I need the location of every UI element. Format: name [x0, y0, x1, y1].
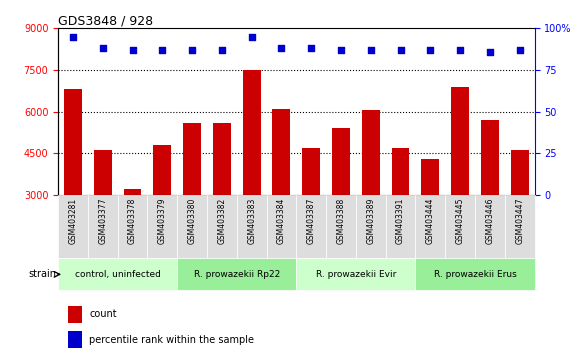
- FancyBboxPatch shape: [237, 195, 267, 258]
- Point: [157, 47, 167, 53]
- Text: R. prowazekii Rp22: R. prowazekii Rp22: [193, 270, 280, 279]
- FancyBboxPatch shape: [177, 195, 207, 258]
- Text: GSM403389: GSM403389: [366, 198, 375, 244]
- Bar: [362, 110, 379, 278]
- Bar: [481, 120, 498, 278]
- Point: [277, 45, 286, 51]
- FancyBboxPatch shape: [475, 195, 505, 258]
- FancyBboxPatch shape: [445, 195, 475, 258]
- Bar: [124, 189, 141, 278]
- Text: strain: strain: [28, 269, 56, 279]
- FancyBboxPatch shape: [117, 195, 148, 258]
- Text: GSM403377: GSM403377: [98, 198, 107, 244]
- Bar: [332, 128, 350, 278]
- FancyBboxPatch shape: [326, 195, 356, 258]
- Bar: [67, 306, 82, 323]
- Point: [217, 47, 227, 53]
- Point: [515, 47, 524, 53]
- Point: [426, 47, 435, 53]
- FancyBboxPatch shape: [207, 195, 237, 258]
- Text: GSM403378: GSM403378: [128, 198, 137, 244]
- Point: [485, 49, 494, 55]
- Text: GSM403387: GSM403387: [307, 198, 315, 244]
- Text: GSM403382: GSM403382: [217, 198, 227, 244]
- Point: [188, 47, 197, 53]
- FancyBboxPatch shape: [356, 195, 386, 258]
- Point: [128, 47, 137, 53]
- Point: [336, 47, 346, 53]
- Text: GSM403391: GSM403391: [396, 198, 405, 244]
- Text: GSM403445: GSM403445: [456, 198, 465, 244]
- Point: [366, 47, 375, 53]
- Text: GSM403380: GSM403380: [188, 198, 196, 244]
- Text: R. prowazekii Evir: R. prowazekii Evir: [315, 270, 396, 279]
- Point: [307, 45, 316, 51]
- FancyBboxPatch shape: [415, 195, 445, 258]
- FancyBboxPatch shape: [505, 195, 535, 258]
- Bar: [94, 150, 112, 278]
- Point: [69, 34, 78, 40]
- FancyBboxPatch shape: [148, 195, 177, 258]
- Text: GSM403379: GSM403379: [158, 198, 167, 244]
- Bar: [511, 150, 529, 278]
- Bar: [67, 331, 82, 348]
- FancyBboxPatch shape: [296, 258, 415, 290]
- Text: GSM403281: GSM403281: [69, 198, 77, 244]
- FancyBboxPatch shape: [415, 258, 535, 290]
- Bar: [392, 148, 410, 278]
- Bar: [451, 87, 469, 278]
- Point: [247, 34, 256, 40]
- Bar: [213, 122, 231, 278]
- Text: R. prowazekii Erus: R. prowazekii Erus: [433, 270, 517, 279]
- Bar: [272, 109, 290, 278]
- Bar: [64, 89, 82, 278]
- Point: [98, 45, 107, 51]
- Text: GSM403388: GSM403388: [336, 198, 346, 244]
- Text: GSM403446: GSM403446: [485, 198, 494, 244]
- FancyBboxPatch shape: [267, 195, 296, 258]
- FancyBboxPatch shape: [58, 258, 177, 290]
- Text: GSM403383: GSM403383: [247, 198, 256, 244]
- Bar: [421, 159, 439, 278]
- Text: GDS3848 / 928: GDS3848 / 928: [58, 14, 153, 27]
- Bar: [243, 70, 260, 278]
- FancyBboxPatch shape: [296, 195, 326, 258]
- Text: GSM403447: GSM403447: [515, 198, 524, 244]
- Text: GSM403384: GSM403384: [277, 198, 286, 244]
- FancyBboxPatch shape: [88, 195, 117, 258]
- Text: GSM403444: GSM403444: [426, 198, 435, 244]
- Text: control, uninfected: control, uninfected: [75, 270, 160, 279]
- FancyBboxPatch shape: [386, 195, 415, 258]
- Point: [456, 47, 465, 53]
- Bar: [153, 145, 171, 278]
- FancyBboxPatch shape: [58, 195, 88, 258]
- Text: percentile rank within the sample: percentile rank within the sample: [89, 335, 254, 345]
- Text: count: count: [89, 309, 117, 319]
- Point: [396, 47, 405, 53]
- Bar: [183, 122, 201, 278]
- Bar: [302, 148, 320, 278]
- FancyBboxPatch shape: [177, 258, 296, 290]
